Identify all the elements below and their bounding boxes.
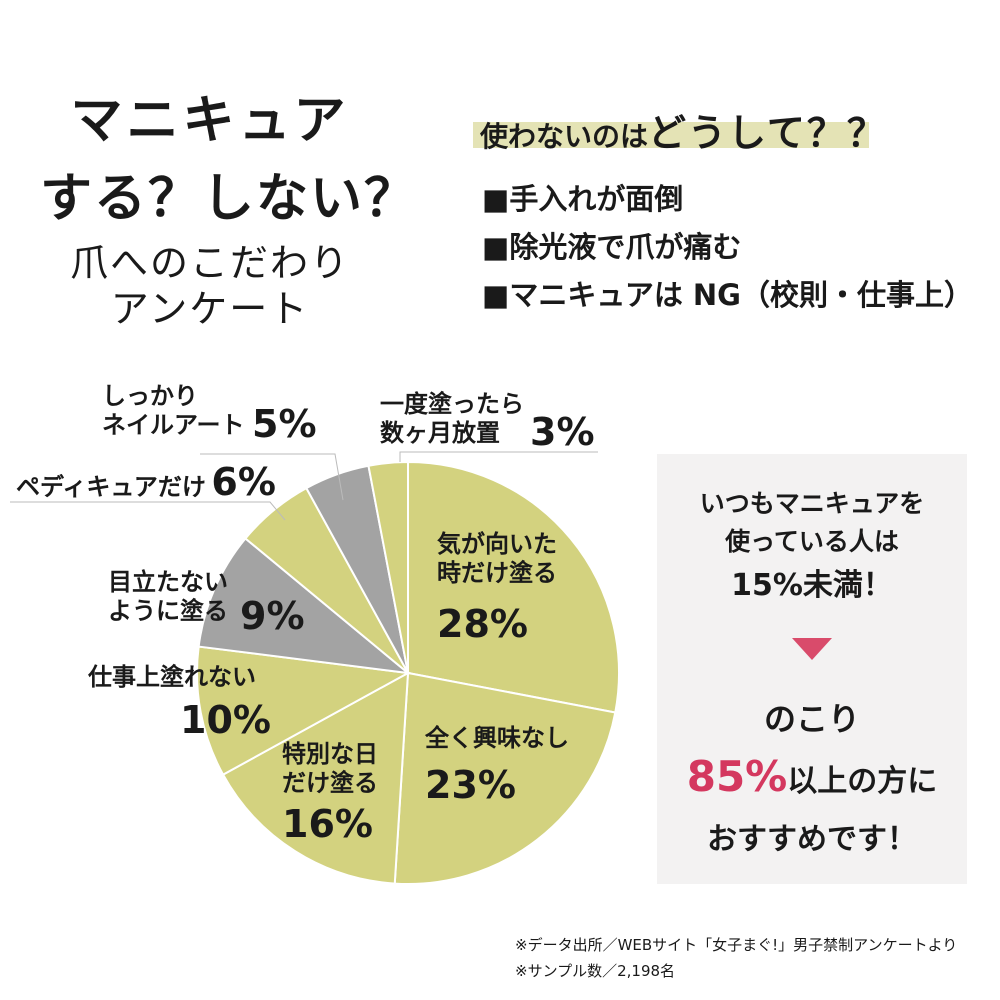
- info-line3: 15%未満！: [731, 568, 893, 603]
- slice-percent: 9%: [240, 594, 305, 638]
- reasons-heading: 使わないのはどうして？？: [480, 102, 887, 157]
- leader-line-s5: [10, 501, 286, 521]
- slice-label-text: 仕事上塗れない: [88, 663, 256, 691]
- slice-label-text: 特別な日: [282, 740, 378, 768]
- slice-label-text: ように塗る: [108, 596, 228, 625]
- slice-percent: 23%: [425, 762, 516, 807]
- slice-label-s0: 気が向いた 時だけ塗る 28%: [437, 530, 557, 647]
- slice-percent-s4: 9%: [240, 594, 305, 640]
- reason-item: ■除光液で爪が痛む: [482, 230, 742, 264]
- pie-slice-1: [393, 671, 617, 885]
- leader-line-s6: [200, 453, 344, 501]
- slice-label-s3: 仕事上塗れない 10%: [88, 663, 271, 743]
- slice-percent: 6%: [211, 460, 276, 504]
- title-line2: する？しない？: [40, 169, 419, 229]
- pie-slice-4: [197, 537, 412, 675]
- slice-label-text: 数ヶ月放置: [380, 418, 500, 447]
- source-note: ※データ出所／WEBサイト「女子まぐ!」男子禁制アンケートより: [515, 936, 958, 954]
- pie-slice-0: [407, 460, 620, 714]
- info-box: [657, 454, 967, 884]
- info-line5: 85%以上の方に: [657, 752, 967, 801]
- slice-label-s1: 全く興味なし 23%: [425, 724, 569, 808]
- slice-percent: 10%: [180, 697, 271, 742]
- slice-label-text: 時だけ塗る: [437, 558, 557, 587]
- leader-line-s7: [399, 451, 598, 462]
- info-line1: いつもマニキュアを: [699, 489, 925, 518]
- slice-label-s5: ペディキュアだけ 6%: [16, 460, 276, 506]
- slice-label-text: ネイルアート: [102, 410, 245, 439]
- slice-percent: 16%: [282, 801, 373, 846]
- info-line6: おすすめです！: [707, 822, 917, 857]
- slice-label-text: しっかり: [102, 382, 198, 410]
- slice-percent: 3%: [530, 410, 595, 454]
- pie-slice-2: [221, 671, 410, 885]
- slice-label-s7: 一度塗ったら 数ヶ月放置: [380, 390, 524, 448]
- accent-percent: 85%: [686, 752, 788, 801]
- info-line2: 使っている人は: [725, 527, 899, 556]
- slice-percent: 5%: [252, 402, 317, 446]
- heading-highlight: [473, 122, 869, 148]
- sample-note: ※サンプル数／2,198名: [515, 962, 676, 980]
- info-line4: のこり: [763, 700, 860, 738]
- slice-percent-s7: 3%: [530, 410, 595, 456]
- reason-item: ■手入れが面倒: [482, 182, 684, 216]
- slice-percent-s6: 5%: [252, 402, 317, 448]
- pie-slice-3: [196, 645, 412, 777]
- slice-percent: 28%: [437, 601, 528, 646]
- reasons-heading-b: どうして？？: [648, 111, 887, 155]
- reason-item: ■マニキュアは NG（校則・仕事上）: [482, 278, 973, 312]
- reasons-heading-a: 使わないのは: [480, 120, 649, 153]
- slice-label-s6: しっかり ネイルアート: [102, 382, 245, 440]
- slice-label-s2: 特別な日 だけ塗る 16%: [282, 740, 378, 847]
- slice-label-text: 一度塗ったら: [380, 390, 524, 418]
- subtitle-line2: アンケート: [110, 287, 310, 331]
- slice-label-s4: 目立たない ように塗る: [108, 568, 228, 626]
- subtitle-line1: 爪へのこだわり: [69, 241, 350, 285]
- down-triangle-icon: [792, 638, 832, 660]
- title-line1: マニキュア: [70, 91, 350, 151]
- pie-slice-7: [367, 460, 409, 674]
- slice-label-text: 気が向いた: [437, 530, 557, 558]
- slice-label-text: ペディキュアだけ: [16, 473, 206, 501]
- slice-label-text: 目立たない: [108, 568, 228, 596]
- info-line5-rest: 以上の方に: [787, 764, 938, 799]
- slice-label-text: だけ塗る: [282, 768, 378, 797]
- slice-label-text: 全く興味なし: [425, 724, 569, 752]
